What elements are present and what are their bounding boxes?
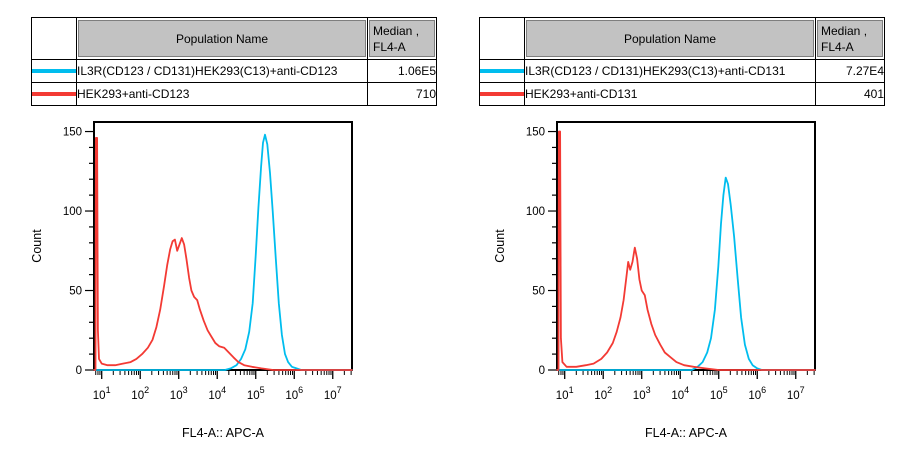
swatch-cell: [479, 59, 525, 83]
median-header: Median , FL4-A: [367, 17, 437, 60]
population-name-header: Population Name: [76, 17, 368, 60]
svg-text:102: 102: [131, 385, 149, 402]
median-value: 710: [367, 82, 437, 106]
svg-text:106: 106: [748, 385, 766, 402]
median-header-line1: Median ,: [373, 24, 420, 38]
legend-table-right: Population Name Median , FL4-A IL3R(CD12…: [479, 17, 885, 106]
svg-text:107: 107: [787, 385, 805, 402]
legend-corner-cell: [31, 17, 77, 60]
svg-text:103: 103: [170, 385, 188, 402]
legend-header-row: Population Name Median , FL4-A: [31, 17, 437, 60]
svg-text:104: 104: [671, 385, 689, 402]
population-name: IL3R(CD123 / CD131)HEK293(C13)+anti-CD13…: [524, 59, 816, 83]
population-name-header-label: Population Name: [78, 20, 366, 57]
svg-text:105: 105: [710, 385, 728, 402]
svg-text:FL4-A:: APC-A: FL4-A:: APC-A: [645, 426, 728, 440]
legend-corner-cell: [479, 17, 525, 60]
swatch-cell: [31, 82, 77, 106]
svg-text:100: 100: [526, 206, 545, 218]
svg-text:Count: Count: [493, 229, 507, 263]
svg-text:0: 0: [539, 365, 545, 377]
population-name: IL3R(CD123 / CD131)HEK293(C13)+anti-CD12…: [76, 59, 368, 83]
population-row: HEK293+anti-CD131 401: [479, 82, 885, 106]
svg-text:104: 104: [208, 385, 226, 402]
legend-header-row: Population Name Median , FL4-A: [479, 17, 885, 60]
swatch-cell: [31, 59, 77, 83]
svg-text:105: 105: [247, 385, 265, 402]
median-value: 401: [815, 82, 885, 106]
svg-text:150: 150: [63, 127, 82, 139]
median-value: 7.27E4: [815, 59, 885, 83]
median-value: 1.06E5: [367, 59, 437, 83]
median-header-line1: Median ,: [821, 24, 868, 38]
svg-text:101: 101: [93, 385, 111, 402]
series-color-swatch: [32, 69, 76, 73]
population-name: HEK293+anti-CD123: [76, 82, 368, 106]
svg-text:50: 50: [69, 286, 82, 298]
svg-text:102: 102: [594, 385, 612, 402]
svg-text:100: 100: [63, 206, 82, 218]
population-name-header-label: Population Name: [526, 20, 814, 57]
population-name: HEK293+anti-CD131: [524, 82, 816, 106]
median-header-line2: FL4-A: [373, 40, 406, 54]
svg-text:107: 107: [324, 385, 342, 402]
series-color-swatch: [480, 69, 524, 73]
svg-text:103: 103: [633, 385, 651, 402]
svg-text:106: 106: [285, 385, 303, 402]
legend-table-left: Population Name Median , FL4-A IL3R(CD12…: [31, 17, 437, 106]
median-header-line2: FL4-A: [821, 40, 854, 54]
svg-text:Count: Count: [30, 229, 44, 263]
population-row: HEK293+anti-CD123 710: [31, 82, 437, 106]
svg-text:150: 150: [526, 127, 545, 139]
median-header: Median , FL4-A: [815, 17, 885, 60]
series-color-swatch: [32, 92, 76, 96]
svg-text:101: 101: [556, 385, 574, 402]
svg-text:50: 50: [532, 286, 545, 298]
population-name-header: Population Name: [524, 17, 816, 60]
series-color-swatch: [480, 92, 524, 96]
svg-text:0: 0: [76, 365, 82, 377]
swatch-cell: [479, 82, 525, 106]
population-row: IL3R(CD123 / CD131)HEK293(C13)+anti-CD12…: [31, 59, 437, 83]
svg-text:FL4-A:: APC-A: FL4-A:: APC-A: [182, 426, 265, 440]
population-row: IL3R(CD123 / CD131)HEK293(C13)+anti-CD13…: [479, 59, 885, 83]
